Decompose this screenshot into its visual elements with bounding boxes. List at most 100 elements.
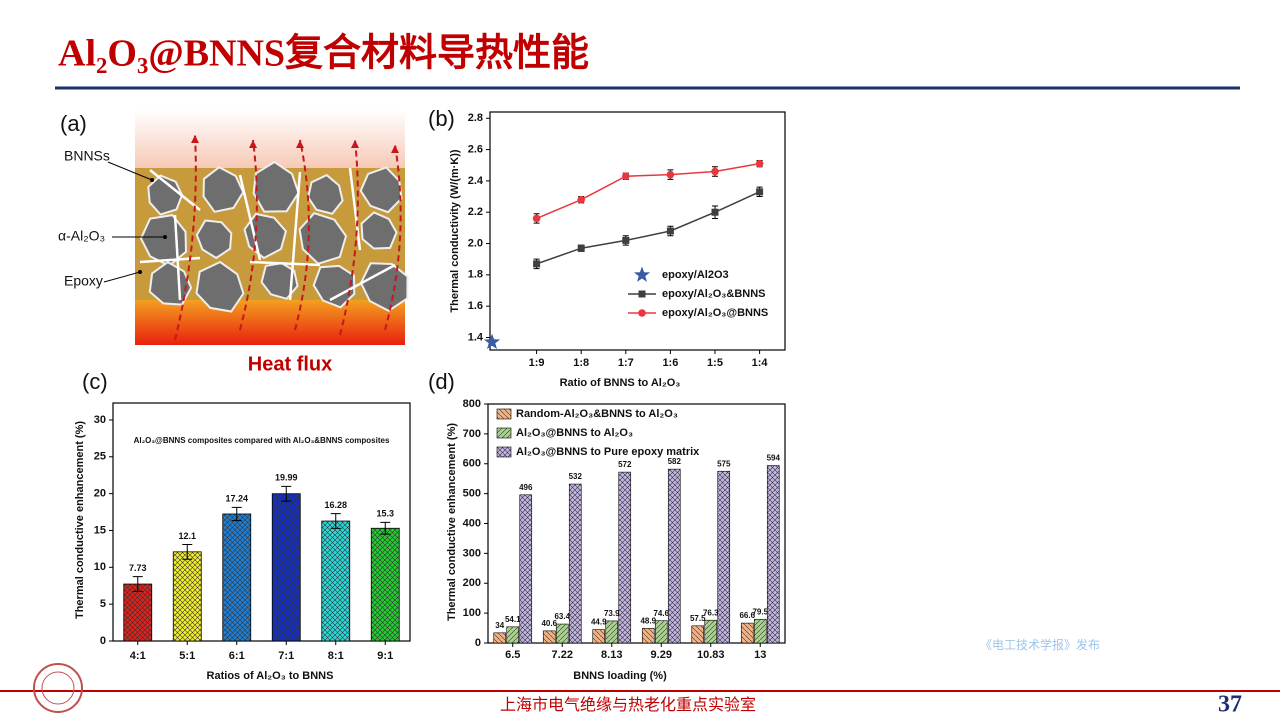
value-label: 76.3 xyxy=(703,608,719,617)
y-tick-label: 0 xyxy=(475,637,481,649)
alumina-particle xyxy=(360,211,398,250)
data-point xyxy=(711,208,719,216)
x-tick-label: 10.83 xyxy=(697,649,725,661)
bnns-sheet xyxy=(149,169,201,211)
bar xyxy=(271,493,301,642)
plot-frame xyxy=(487,403,786,644)
series-line xyxy=(536,191,760,265)
y-tick-label: 800 xyxy=(463,398,481,410)
alumina-particle xyxy=(307,173,344,215)
data-point xyxy=(577,195,585,204)
y-tick-label: 1.6 xyxy=(468,300,483,312)
y-axis-label: Thermal conductive enhancement (%) xyxy=(446,423,458,621)
error-bar xyxy=(132,576,143,592)
y-tick-label: 500 xyxy=(463,488,481,500)
error-bar xyxy=(380,521,391,535)
x-tick-label: 6:1 xyxy=(229,650,245,662)
x-tick-label: 9.29 xyxy=(651,649,672,661)
figure-label: Epoxy xyxy=(64,273,103,289)
x-tick-label: 5:1 xyxy=(179,650,195,662)
value-label: 19.99 xyxy=(275,473,298,483)
bar xyxy=(691,625,705,644)
label-pointer-head xyxy=(150,178,154,182)
heat-arrowhead xyxy=(191,135,199,143)
label-pointer xyxy=(107,161,153,181)
bar xyxy=(172,551,202,642)
alumina-particle xyxy=(202,166,245,213)
alumina-particle xyxy=(359,166,403,214)
legend-swatch xyxy=(496,446,512,458)
heat-path xyxy=(339,139,359,336)
data-point xyxy=(755,159,764,168)
figure-label: BNNSs xyxy=(64,148,110,164)
slide-title: Al₂O₃@BNNS复合材料导热性能 xyxy=(58,33,589,75)
heat-source xyxy=(135,300,405,345)
x-axis-label: Ratios of Al₂O₃ to BNNS xyxy=(207,670,334,682)
legend-marker xyxy=(633,266,651,282)
error-bar xyxy=(231,506,242,522)
y-tick-label: 200 xyxy=(463,577,481,589)
error-bar xyxy=(182,543,193,560)
bar xyxy=(654,620,668,644)
y-tick-label: 0 xyxy=(100,635,106,647)
heat-path xyxy=(174,134,197,341)
x-axis-label: Ratio of BNNS to Al₂O₃ xyxy=(560,377,681,389)
label-pointer-head xyxy=(163,235,167,239)
value-label: 74.6 xyxy=(653,609,669,618)
bar xyxy=(717,470,731,644)
heat-arrowhead xyxy=(296,140,304,148)
x-tick-label: 7.22 xyxy=(552,649,573,661)
label-pointer-head xyxy=(138,270,142,274)
bar xyxy=(618,471,632,644)
value-label: 66.6 xyxy=(739,611,755,620)
figure-a: (a) BNNSs α-Al₂O₃ Epoxy Heat flux xyxy=(58,110,409,375)
alumina-particle xyxy=(252,160,300,213)
bnns-sheet xyxy=(348,167,362,251)
y-tick-label: 100 xyxy=(463,607,481,619)
error-bar xyxy=(330,513,341,529)
data-point xyxy=(666,170,675,179)
heat-path xyxy=(294,139,310,331)
heat-gradient xyxy=(135,110,405,168)
value-label: 40.6 xyxy=(541,619,557,628)
bar xyxy=(766,465,780,644)
y-tick-label: 10 xyxy=(94,561,106,573)
bar xyxy=(568,483,582,644)
legend-swatch xyxy=(496,427,512,439)
legend-marker xyxy=(638,309,646,317)
y-tick-label: 25 xyxy=(94,451,106,463)
legend-label: epoxy/Al2O3 xyxy=(662,269,729,281)
y-tick-label: 2.0 xyxy=(468,237,483,249)
data-point xyxy=(532,214,541,223)
data-point xyxy=(533,260,541,268)
value-label: 572 xyxy=(618,460,632,469)
y-tick-label: 600 xyxy=(463,458,481,470)
value-label: 17.24 xyxy=(225,494,248,504)
data-point xyxy=(711,167,719,176)
data-point xyxy=(666,227,674,235)
bar xyxy=(370,527,400,642)
x-tick-label: 1:9 xyxy=(529,357,545,369)
bar xyxy=(519,494,533,644)
error-bar xyxy=(281,485,292,502)
value-label: 44.9 xyxy=(591,618,607,627)
legend-label: Random-Al₂O₃&BNNS to Al₂O₃ xyxy=(516,408,678,420)
plot-frame xyxy=(112,402,411,642)
data-point xyxy=(577,244,585,252)
legend-marker xyxy=(638,290,646,298)
panel-label: (a) xyxy=(60,111,87,136)
bar xyxy=(123,583,153,642)
alumina-particle xyxy=(298,212,348,265)
x-tick-label: 9:1 xyxy=(377,650,393,662)
value-label: 15.3 xyxy=(376,509,394,519)
y-tick-label: 1.8 xyxy=(468,269,483,281)
x-tick-label: 8.13 xyxy=(601,649,622,661)
bar xyxy=(321,520,351,642)
y-tick-label: 20 xyxy=(94,488,106,500)
bar xyxy=(506,626,520,644)
x-tick-label: 6.5 xyxy=(505,649,520,661)
x-tick-label: 13 xyxy=(754,649,766,661)
bar xyxy=(555,623,569,644)
y-tick-label: 1.4 xyxy=(468,331,484,343)
